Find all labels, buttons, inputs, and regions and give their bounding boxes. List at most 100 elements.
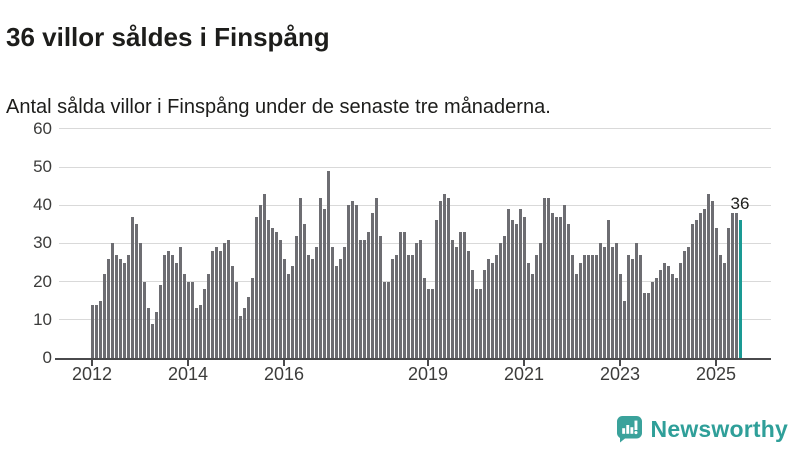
- bar: [395, 254, 398, 358]
- bar: [179, 247, 182, 358]
- bar: [575, 273, 578, 358]
- bar: [287, 273, 290, 358]
- bar: [551, 212, 554, 358]
- bar: [639, 254, 642, 358]
- bar: [183, 273, 186, 358]
- chart-subtitle: Antal sålda villor i Finspång under de s…: [6, 96, 551, 118]
- bar: [647, 293, 650, 358]
- bar: [707, 193, 710, 358]
- bar: [207, 273, 210, 358]
- y-axis-label: 50: [33, 157, 52, 176]
- bar: [111, 243, 114, 358]
- y-axis-label: 30: [33, 233, 52, 253]
- x-axis-label: 2012: [71, 364, 113, 384]
- bar: [275, 231, 278, 358]
- bar: [211, 251, 214, 358]
- bar: [683, 251, 686, 358]
- x-axis-label: 2016: [263, 364, 305, 384]
- bar: [147, 308, 150, 358]
- bar: [175, 262, 178, 358]
- bar: [587, 254, 590, 358]
- bar: [199, 304, 202, 358]
- bar: [727, 228, 730, 358]
- bar: [651, 281, 654, 358]
- newsworthy-logo[interactable]: Newsworthy: [616, 416, 788, 443]
- bar: [363, 239, 366, 358]
- bar: [591, 254, 594, 358]
- bar: [235, 281, 238, 358]
- bar: [439, 201, 442, 358]
- bar: [447, 197, 450, 358]
- bar: [311, 258, 314, 358]
- bar: [315, 247, 318, 358]
- bar: [675, 277, 678, 358]
- bar: [735, 212, 738, 358]
- bar: [571, 254, 574, 358]
- bar: [107, 258, 110, 358]
- bar: [239, 315, 242, 358]
- bar: [367, 231, 370, 358]
- x-axis-label: 2019: [407, 364, 449, 384]
- bar: [403, 231, 406, 358]
- newsworthy-logo-icon: [616, 416, 643, 443]
- bar: [695, 220, 698, 358]
- y-axis-label: 0: [42, 348, 52, 367]
- bar: [711, 201, 714, 358]
- bar: [603, 247, 606, 358]
- bar: [691, 224, 694, 358]
- bar: [251, 277, 254, 358]
- bar: [355, 205, 358, 358]
- bar: [535, 254, 538, 358]
- bar: [699, 212, 702, 358]
- bar: [643, 293, 646, 358]
- bar: [419, 239, 422, 358]
- bar: [567, 224, 570, 358]
- bar: [159, 285, 162, 358]
- y-axis-label: 20: [33, 271, 52, 291]
- bar: [471, 270, 474, 358]
- bar: [731, 212, 734, 358]
- bar: [627, 254, 630, 358]
- bar: [319, 197, 322, 358]
- gridline: [59, 204, 771, 206]
- bar: [143, 281, 146, 358]
- bar: [407, 254, 410, 358]
- bar: [171, 254, 174, 358]
- bar: [595, 254, 598, 358]
- bar: [155, 312, 158, 358]
- bar: [495, 254, 498, 358]
- bar: [607, 220, 610, 358]
- bar: [687, 247, 690, 358]
- bar: [427, 289, 430, 358]
- x-axis-tick: [187, 360, 189, 366]
- bar: [487, 258, 490, 358]
- bar: [91, 304, 94, 358]
- bar: [279, 239, 282, 358]
- x-axis-tick: [283, 360, 285, 366]
- bar: [611, 247, 614, 358]
- gridline: [59, 128, 771, 130]
- logo-bubble-tail: [619, 436, 628, 443]
- bar: [719, 254, 722, 358]
- bar: [659, 270, 662, 358]
- bar: [411, 254, 414, 358]
- x-axis-tick: [523, 360, 525, 366]
- gridline: [59, 166, 771, 168]
- bar: [563, 205, 566, 358]
- bar: [327, 170, 330, 358]
- bar: [623, 300, 626, 358]
- bar: [715, 228, 718, 358]
- bar: [559, 216, 562, 358]
- x-axis-tick: [91, 360, 93, 366]
- bar: [667, 266, 670, 358]
- bar: [247, 296, 250, 358]
- bar: [123, 262, 126, 358]
- bar: [335, 266, 338, 358]
- page-title: 36 villor såldes i Finspång: [6, 22, 330, 53]
- bar: [223, 243, 226, 358]
- bar: [671, 273, 674, 358]
- bar: [615, 243, 618, 358]
- bar: [231, 266, 234, 358]
- bar: [503, 235, 506, 358]
